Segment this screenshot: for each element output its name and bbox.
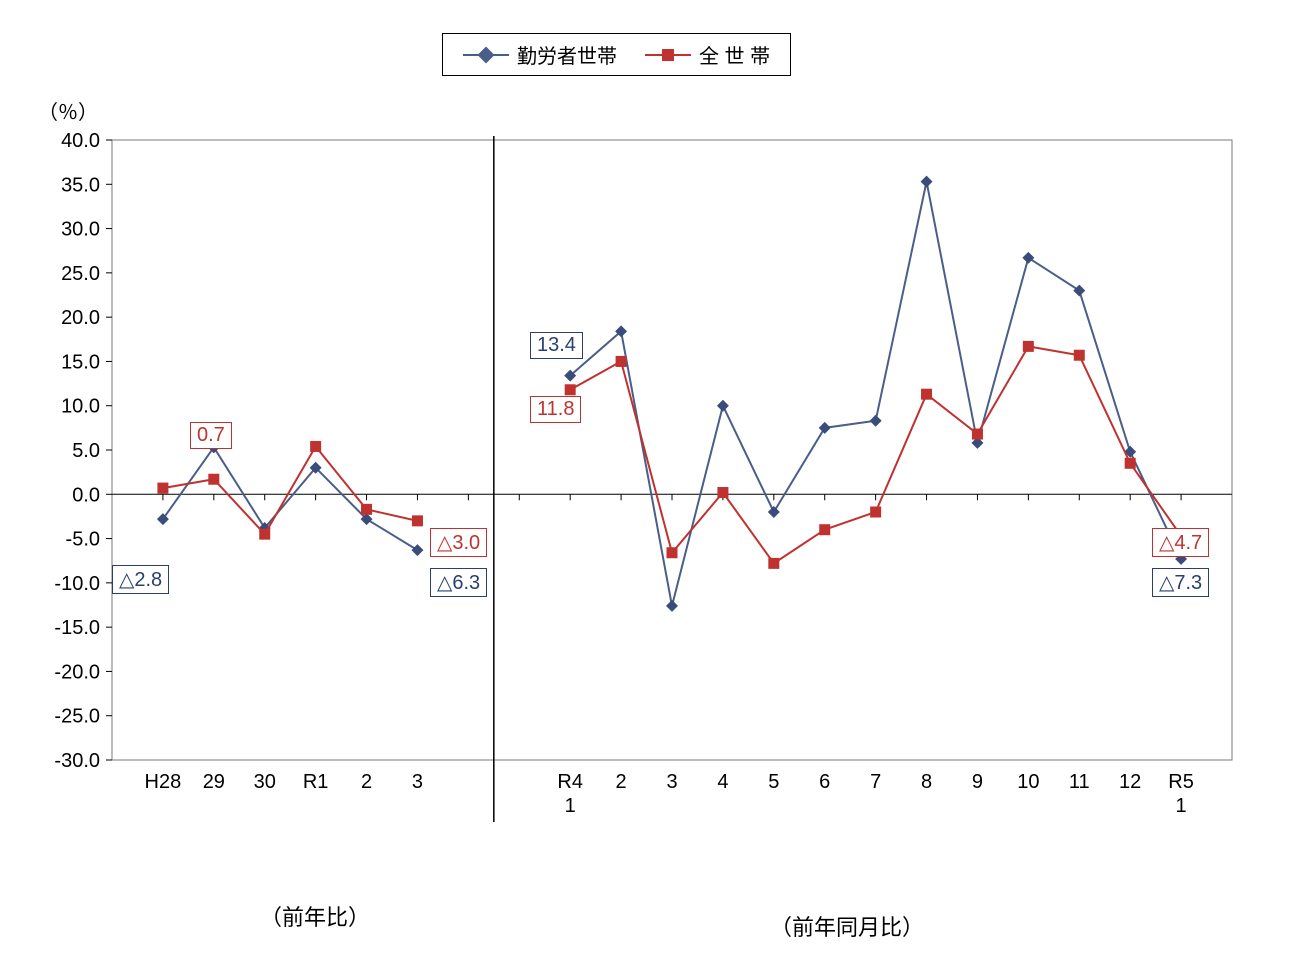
svg-text:40.0: 40.0 (61, 130, 100, 152)
svg-text:10.0: 10.0 (61, 396, 100, 418)
svg-text:4: 4 (717, 771, 728, 793)
svg-text:30: 30 (254, 771, 276, 793)
svg-text:2: 2 (616, 771, 627, 793)
svg-text:9: 9 (972, 771, 983, 793)
svg-text:20.0: 20.0 (61, 307, 100, 329)
svg-text:1: 1 (565, 795, 576, 817)
svg-text:3: 3 (666, 771, 677, 793)
data-label: △2.8 (112, 565, 169, 594)
svg-text:1: 1 (1176, 795, 1187, 817)
svg-text:7: 7 (870, 771, 881, 793)
data-label: 13.4 (530, 332, 583, 359)
svg-text:8: 8 (921, 771, 932, 793)
svg-text:-10.0: -10.0 (54, 573, 100, 595)
data-label: 11.8 (530, 396, 581, 423)
svg-text:30.0: 30.0 (61, 219, 100, 241)
svg-text:11: 11 (1069, 771, 1090, 793)
line-chart: -30.0 -25.0 -20.0 -15.0 -10.0 -5.0 0.0 5.0 10.0 1… (0, 0, 1307, 980)
svg-text:-5.0: -5.0 (66, 529, 100, 551)
svg-text:2: 2 (361, 771, 372, 793)
svg-text:-30.0: -30.0 (54, 750, 100, 772)
axis-group-label: （前年比） (260, 900, 370, 932)
svg-text:R4: R4 (557, 771, 583, 793)
data-label: △4.7 (1152, 528, 1209, 557)
svg-text:12: 12 (1119, 771, 1141, 793)
svg-text:R1: R1 (303, 771, 329, 793)
svg-text:-25.0: -25.0 (54, 706, 100, 728)
axis-group-label: （前年同月比） (770, 910, 924, 942)
svg-text:5.0: 5.0 (72, 440, 100, 462)
svg-text:25.0: 25.0 (61, 263, 100, 285)
svg-text:-20.0: -20.0 (54, 661, 100, 683)
svg-text:5: 5 (768, 771, 779, 793)
svg-text:10: 10 (1017, 771, 1039, 793)
svg-text:R5: R5 (1168, 771, 1194, 793)
svg-text:3: 3 (412, 771, 423, 793)
data-label: △7.3 (1152, 568, 1209, 597)
svg-text:35.0: 35.0 (61, 174, 100, 196)
svg-text:H28: H28 (145, 771, 182, 793)
svg-text:0.0: 0.0 (72, 484, 100, 506)
svg-text:29: 29 (203, 771, 225, 793)
svg-text:6: 6 (819, 771, 830, 793)
data-label: 0.7 (190, 422, 232, 449)
data-label: △3.0 (430, 528, 487, 557)
data-label: △6.3 (430, 568, 487, 597)
svg-text:15.0: 15.0 (61, 351, 100, 373)
svg-text:-15.0: -15.0 (54, 617, 100, 639)
